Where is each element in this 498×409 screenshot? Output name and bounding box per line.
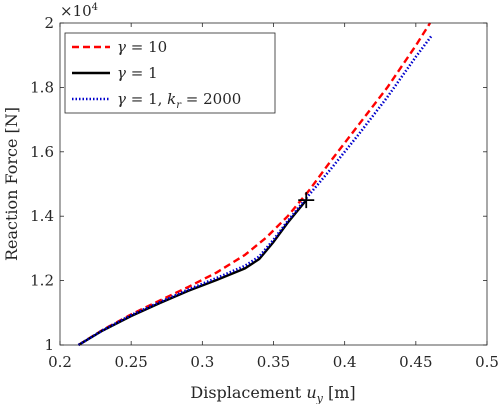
failure-marker-plus — [298, 192, 315, 209]
legend-label-gamma-1-kr-rest: = 1, — [126, 90, 167, 108]
x-tick-label-0-45: 0.45 — [399, 353, 432, 371]
legend-label-gamma-1-var: γ — [117, 64, 126, 82]
legend-label-gamma-1: γ = 1 — [117, 64, 158, 82]
x-tick-label-0-4: 0.4 — [333, 353, 357, 371]
legend-label-kr-sub: r — [176, 100, 182, 111]
y-exponent-base: ×10 — [60, 2, 92, 20]
y-tick-label-1-6: 1.6 — [30, 143, 54, 161]
legend-label-gamma-1-kr-var: γ — [117, 90, 126, 108]
y-tick-label-1-8: 1.8 — [30, 78, 54, 96]
legend-label-kr-var: k — [167, 90, 176, 108]
legend-label-kr-rest: = 2000 — [181, 90, 241, 108]
x-tick-label-0-2: 0.2 — [48, 353, 72, 371]
legend-label-gamma-10: γ = 10 — [117, 38, 167, 56]
x-axis-label-unit: [m] — [323, 383, 356, 402]
y-tick-label-1-4: 1.4 — [30, 207, 54, 225]
x-tick-label-0-35: 0.35 — [257, 353, 290, 371]
legend-label-gamma-10-rest: = 10 — [126, 38, 167, 56]
legend-label-gamma-10-var: γ — [117, 38, 126, 56]
legend-label-gamma-1-kr-2000: γ = 1, kr = 2000 — [117, 90, 241, 111]
x-axis-label-main: Displacement — [190, 383, 306, 402]
y-exponent-label: ×104 — [60, 2, 98, 20]
x-ticks: 0.2 0.25 0.3 0.35 0.4 0.45 0.5 — [48, 23, 498, 371]
x-tick-label-0-5: 0.5 — [475, 353, 498, 371]
series-line-gamma-1-kr-2000 — [77, 35, 433, 347]
y-axis-label: Reaction Force [N] — [2, 107, 21, 261]
legend: γ = 10 γ = 1 γ = 1, kr = 2000 — [64, 32, 276, 114]
x-tick-label-0-25: 0.25 — [114, 353, 147, 371]
y-exponent-power: 4 — [92, 2, 98, 13]
x-tick-label-0-3: 0.3 — [190, 353, 214, 371]
y-tick-label-2: 2 — [44, 14, 54, 32]
marker-layer — [298, 192, 315, 209]
y-tick-label-1-2: 1.2 — [30, 272, 54, 290]
x-axis-label-sub: y — [316, 392, 324, 404]
y-ticks: 1 1.2 1.4 1.6 1.8 2 — [30, 14, 487, 354]
series-layer — [77, 22, 433, 347]
y-tick-label-1: 1 — [44, 336, 54, 354]
x-axis-label: Displacement uy [m] — [190, 383, 355, 404]
legend-label-gamma-1-rest: = 1 — [126, 64, 158, 82]
x-axis-label-var: u — [306, 383, 316, 402]
